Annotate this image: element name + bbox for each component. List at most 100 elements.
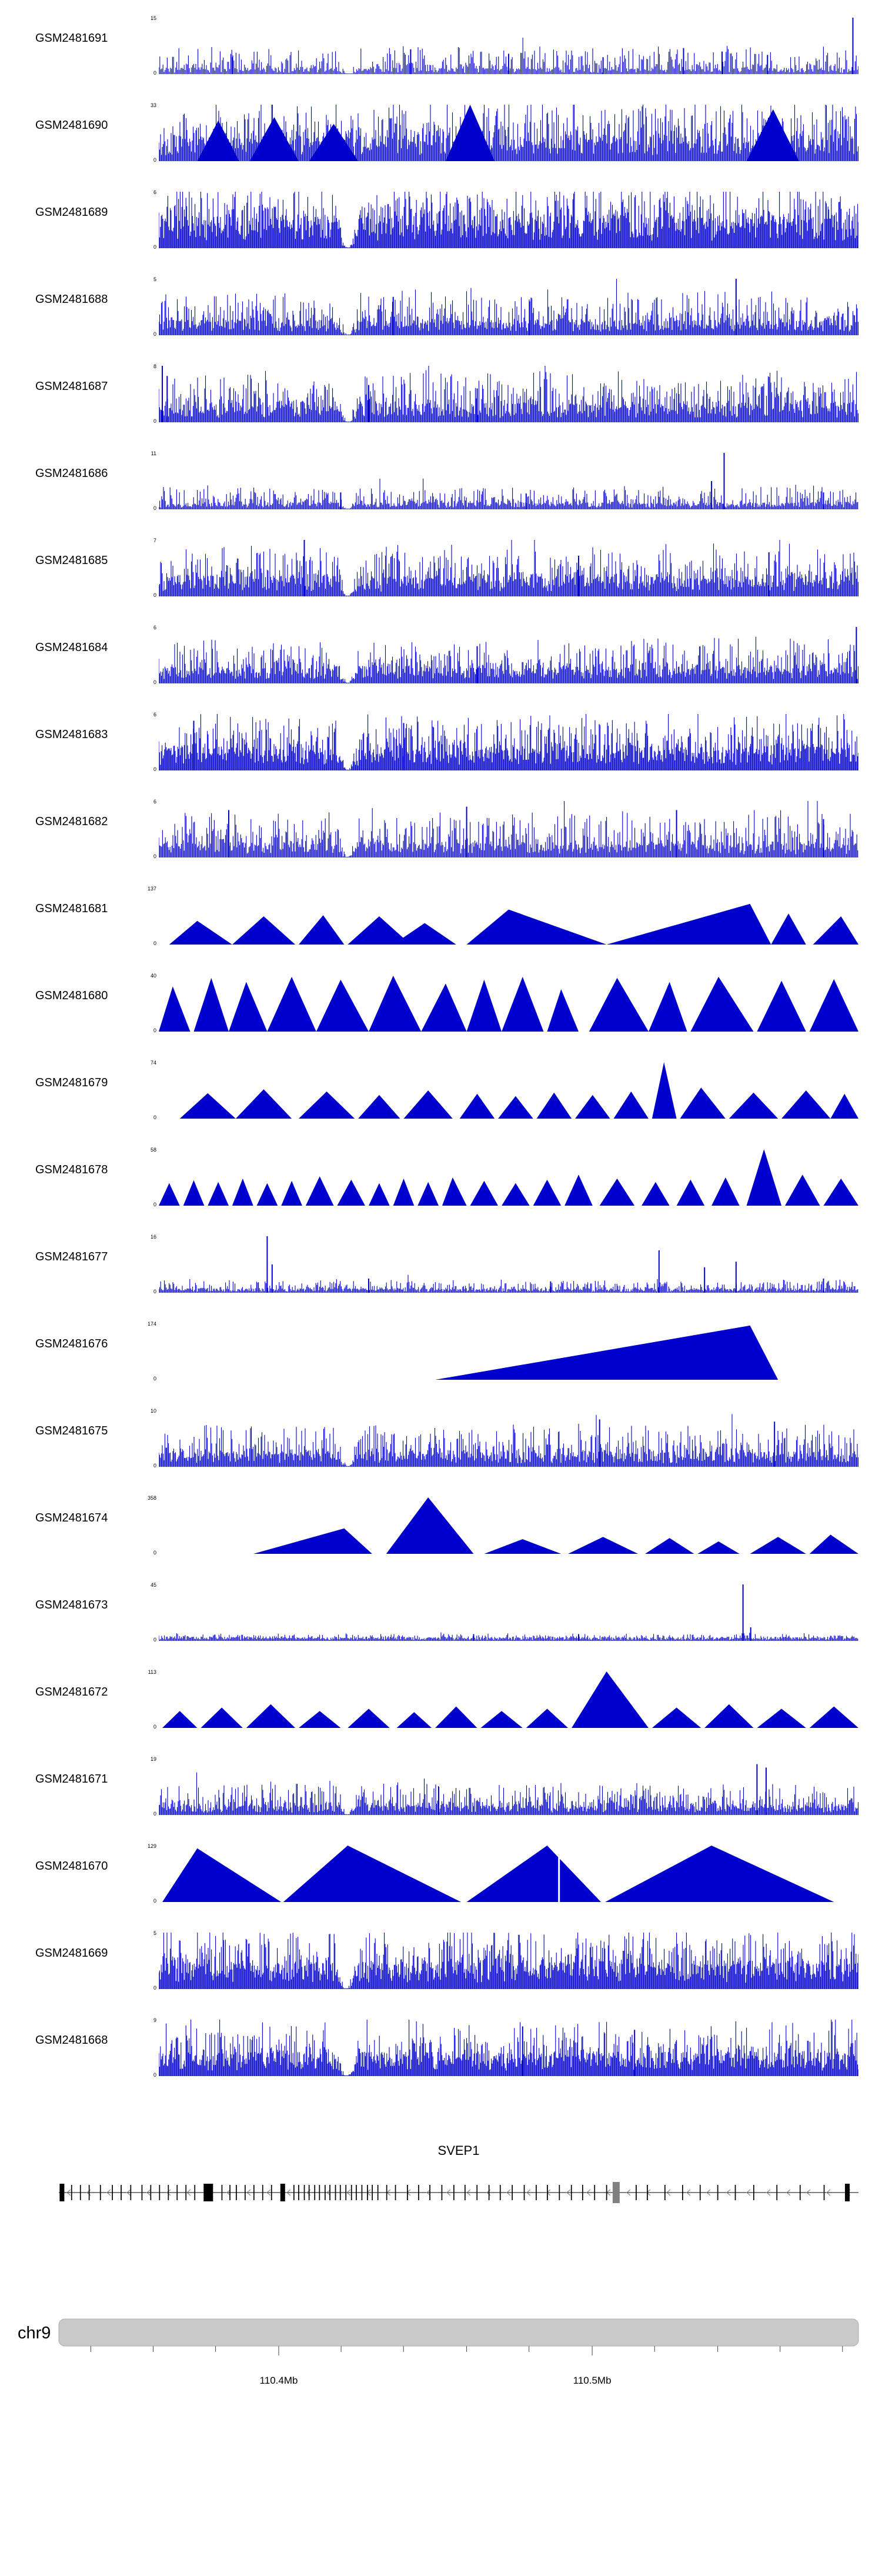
- signal-plot: [159, 1149, 858, 1206]
- track-label: GSM2481674: [35, 1511, 108, 1524]
- y-axis-max-label: 174: [147, 1321, 156, 1327]
- signal-spikes: [159, 1274, 858, 1293]
- exon: [112, 2185, 113, 2200]
- signal-spikes: [159, 801, 858, 857]
- y-axis-zero-label: 0: [153, 1811, 156, 1817]
- track-row: GSM2481671 19 0: [0, 1757, 882, 1844]
- track-label: GSM2481685: [35, 554, 108, 567]
- y-axis-zero-label: 0: [153, 244, 156, 250]
- track-label: GSM2481671: [35, 1773, 108, 1786]
- track-label: GSM2481688: [35, 293, 108, 306]
- exon: [253, 2185, 255, 2200]
- y-axis-max-label: 8: [153, 363, 156, 369]
- exon: [734, 2185, 736, 2200]
- y-axis-zero-label: 0: [153, 853, 156, 859]
- track-plot: 129 0: [148, 1844, 858, 1904]
- y-axis-max-label: 6: [153, 189, 156, 195]
- signal-plot: [159, 1764, 858, 1815]
- exon: [350, 2185, 352, 2200]
- y-axis-zero-label: 0: [153, 1376, 156, 1382]
- signal-peak-spikes: [340, 453, 824, 509]
- track-row: GSM2481685 7 0: [0, 538, 882, 626]
- exon: [699, 2185, 701, 2200]
- y-axis-zero-label: 0: [153, 1985, 156, 1991]
- exon: [71, 2185, 72, 2200]
- ruler-label: 110.4Mb: [260, 2375, 298, 2386]
- exon: [293, 2185, 295, 2200]
- y-axis-max-label: 137: [147, 886, 156, 892]
- exon: [303, 2185, 305, 2200]
- track-plot: 11 0: [151, 451, 858, 511]
- signal-plot: [159, 1236, 858, 1293]
- signal-plot: [159, 540, 858, 596]
- y-axis-zero-label: 0: [153, 70, 156, 76]
- y-axis-zero-label: 0: [153, 1202, 156, 1207]
- signal-peaks-area: [253, 1497, 858, 1554]
- track-plot: 137 0: [148, 886, 858, 946]
- signal-plot: [159, 366, 858, 422]
- track-label: GSM2481682: [35, 815, 108, 828]
- track-row: GSM2481679 74 0: [0, 1060, 882, 1148]
- exon: [194, 2185, 196, 2200]
- track-row: GSM2481672 113 0: [0, 1670, 882, 1757]
- exon: [168, 2185, 169, 2200]
- signal-plot: [159, 976, 858, 1032]
- signal-tracks: GSM2481691 15 0 GSM2481690 33 0 GSM2481689 6 0 GS…: [0, 16, 882, 2105]
- track-label: GSM2481679: [35, 1076, 108, 1089]
- track-row: GSM2481688 5 0: [0, 277, 882, 365]
- track-label: GSM2481670: [35, 1860, 108, 1873]
- exon: [582, 2185, 583, 2200]
- exon: [418, 2185, 419, 2200]
- track-label: GSM2481691: [35, 32, 108, 45]
- y-axis-max-label: 5: [153, 1930, 156, 1936]
- signal-plot: [159, 1584, 858, 1641]
- y-axis-max-label: 9: [153, 2017, 156, 2023]
- exon: [753, 2185, 754, 2200]
- track-row: GSM2481673 45 0: [0, 1583, 882, 1670]
- signal-peak-spikes: [438, 1764, 767, 1815]
- track-row: GSM2481683 6 0: [0, 712, 882, 800]
- track-row: GSM2481678 58 0: [0, 1147, 882, 1235]
- track-label: GSM2481669: [35, 1947, 108, 1960]
- exon: [776, 2185, 778, 2200]
- signal-spikes: [159, 279, 858, 335]
- y-axis-zero-label: 0: [153, 1550, 156, 1556]
- exon: [441, 2185, 443, 2200]
- exon: [345, 2185, 347, 2200]
- track-row: GSM2481682 6 0: [0, 799, 882, 887]
- signal-plot: [159, 2020, 858, 2076]
- ideogram-graphic: 110.4Mb 110.5Mb: [58, 2318, 859, 2386]
- y-axis-max-label: 40: [150, 973, 156, 979]
- signal-peak-spikes: [599, 1419, 776, 1467]
- signal-peaks-area: [162, 1671, 858, 1728]
- signal-plot: [435, 1325, 779, 1380]
- signal-peaks-area: [197, 105, 799, 161]
- y-axis-max-label: 74: [150, 1060, 156, 1066]
- track-plot: 45 0: [151, 1583, 858, 1643]
- signal-plot: [159, 714, 858, 770]
- signal-peak-spikes: [522, 2026, 636, 2076]
- signal-plot: [169, 903, 858, 945]
- track-row: GSM2481676 174 0: [0, 1322, 882, 1409]
- y-axis-max-label: 6: [153, 625, 156, 630]
- ruler-ticks: [90, 2346, 843, 2352]
- track-label: GSM2481686: [35, 467, 108, 480]
- y-axis-zero-label: 0: [153, 505, 156, 511]
- y-axis-zero-label: 0: [153, 2072, 156, 2078]
- track-plot: 16 0: [151, 1234, 858, 1294]
- y-axis-max-label: 16: [150, 1234, 156, 1240]
- exon: [476, 2185, 478, 2200]
- exon: [130, 2185, 132, 2200]
- exon: [465, 2185, 466, 2200]
- track-label: GSM2481668: [35, 2034, 108, 2047]
- exon: [245, 2185, 246, 2200]
- track-row: GSM2481691 15 0: [0, 16, 882, 104]
- track-label: GSM2481684: [35, 641, 108, 654]
- ideogram-bar: [58, 2318, 859, 2347]
- signal-peak-spikes: [473, 1584, 751, 1641]
- y-axis-max-label: 6: [153, 799, 156, 805]
- exon: [361, 2185, 363, 2200]
- signal-plot: [159, 801, 858, 857]
